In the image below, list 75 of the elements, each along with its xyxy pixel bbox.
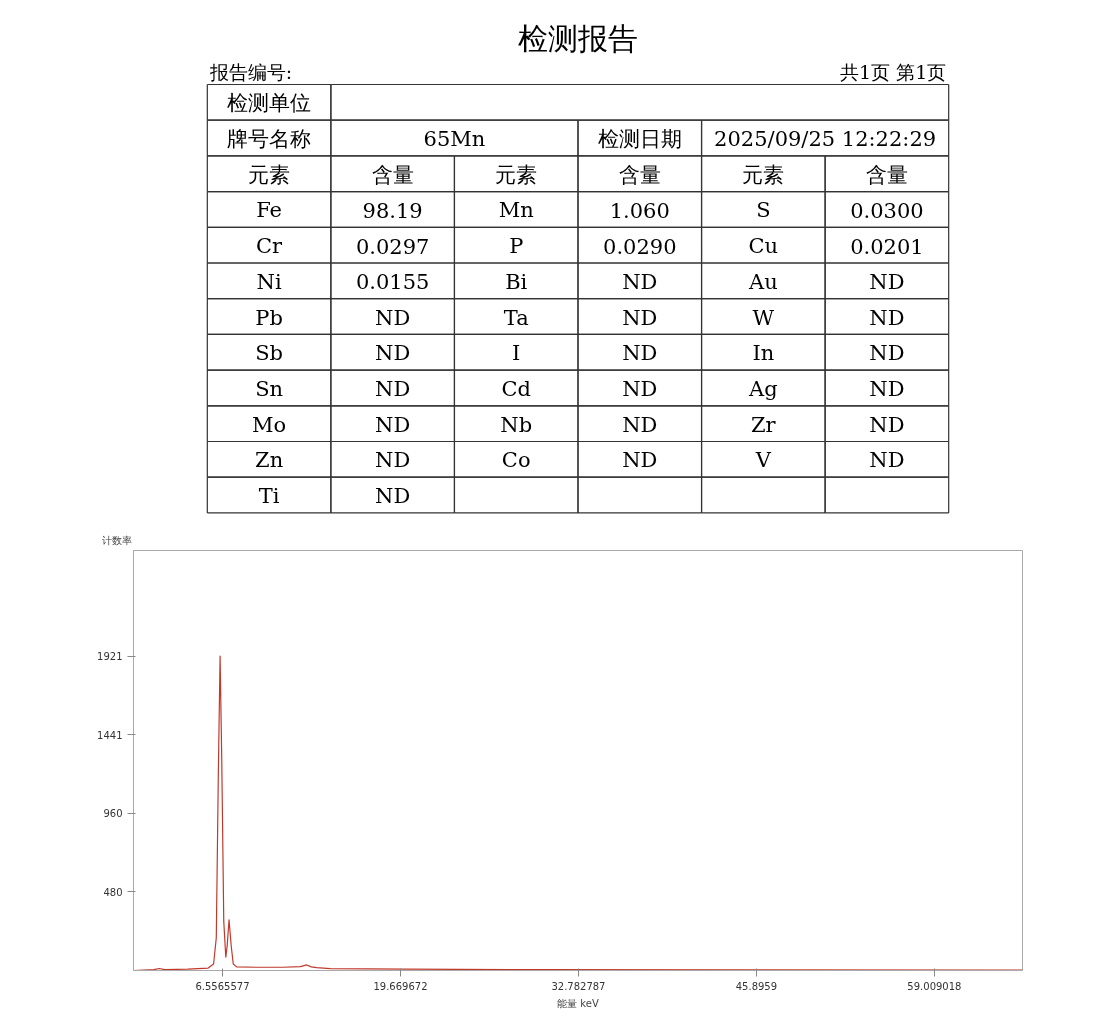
text: V [754,448,772,473]
text: Fe [256,198,283,223]
text: Cd [501,376,531,401]
y-tick-label: 480 [103,886,123,898]
text: ND [869,448,905,473]
text: ND [622,448,658,473]
text: 65Mn [423,127,486,152]
text: Pb [255,305,283,330]
text: Cr [256,234,284,259]
text: Ta [503,305,529,330]
text: ND [622,269,658,294]
text: Ag [748,376,778,401]
y-tick-label: 1441 [97,729,123,741]
x-tick-label: 6.5565577 [195,980,250,992]
text: 98.19 [362,198,423,223]
x-axis-title: 能量 keV [557,997,599,1009]
text: 报告编号: [208,60,293,83]
text: ND [869,376,905,401]
text: Au [748,269,778,294]
text: 含量 [371,162,414,187]
text: P [509,234,524,259]
text: Sb [255,341,284,366]
x-tick-label: 59.009018 [907,980,962,992]
text: 0.0290 [603,234,677,259]
y-axis-title: 计数率 [101,534,132,546]
text: ND [622,376,658,401]
text: 含量 [618,162,661,187]
text: ND [869,412,905,437]
x-tick-label: 45.8959 [735,980,778,992]
y-tick-label: 1921 [97,651,123,663]
text: ND [375,376,411,401]
x-tick-label: 19.669672 [373,980,428,992]
y-tick-label: 960 [103,808,123,820]
text: ND [375,448,411,473]
text: ND [622,305,658,330]
text: W [752,305,775,330]
text: ND [375,341,411,366]
text: 检测单位 [227,91,312,116]
text: ND [375,412,411,437]
text: 0.0201 [850,234,924,259]
text: 共1页 第1页 [840,60,947,83]
text: Ti [258,484,280,509]
text: ND [622,412,658,437]
text: Co [501,448,531,473]
text: Mn [498,198,534,223]
text: 检测报告 [518,21,638,56]
text: I [512,341,521,366]
text: S [756,198,771,223]
text: Zn [255,448,284,473]
text: Cu [748,234,779,259]
text: In [752,341,775,366]
text: 含量 [865,162,908,187]
text: 1.060 [609,198,670,223]
text: Zr [751,412,777,437]
text: ND [869,341,905,366]
text: Ni [256,269,282,294]
text: Nb [500,412,533,437]
text: Sn [255,376,284,401]
text: 0.0300 [850,198,924,223]
text: 元素 [495,162,538,187]
text: 2025/09/25 12:22:29 [714,127,937,152]
text: Bi [505,269,528,294]
text: ND [869,305,905,330]
text: Mo [252,412,287,437]
text: 元素 [742,162,785,187]
text: 元素 [248,162,291,187]
text: 0.0155 [355,270,430,295]
text: 牌号名称 [227,127,312,152]
text: ND [375,484,411,509]
text: ND [869,269,905,294]
x-tick-label: 32.782787 [551,980,606,992]
text: 0.0297 [355,234,430,259]
text: ND [622,341,658,366]
text: 检测日期 [597,127,682,152]
text: ND [375,305,411,330]
